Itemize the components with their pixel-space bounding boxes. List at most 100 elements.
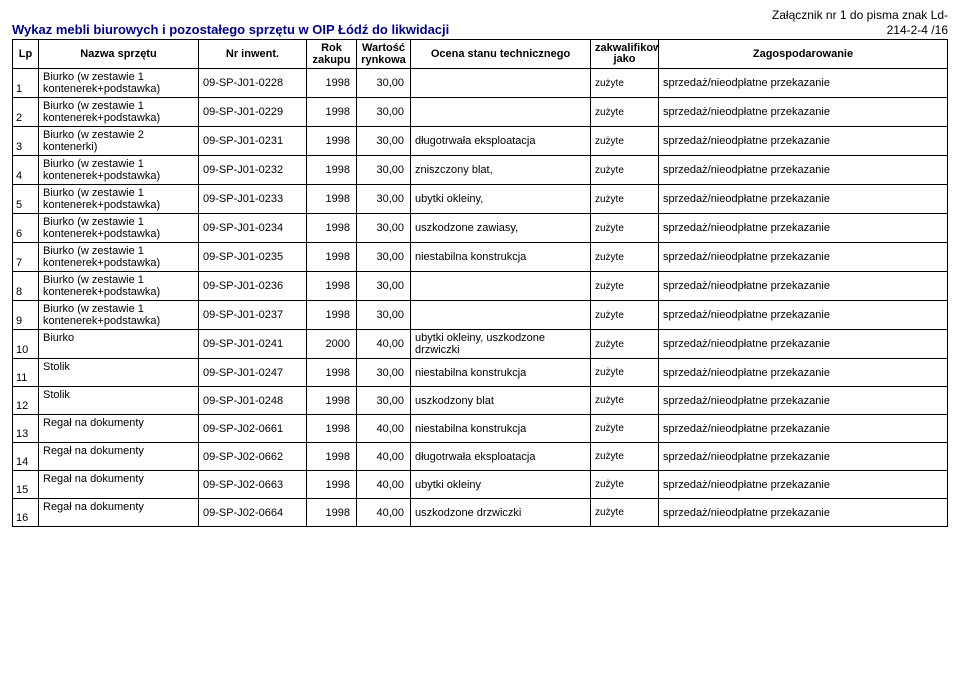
cell-lp: 2	[13, 98, 39, 127]
cell-state: niestabilna konstrukcja	[411, 243, 591, 272]
cell-qual: zużyte	[591, 387, 659, 415]
cell-name: Biurko (w zestawie 2 kontenerki)	[39, 127, 199, 156]
cell-state: ubytki okleiny	[411, 471, 591, 499]
cell-qual: zużyte	[591, 359, 659, 387]
cell-lp: 4	[13, 156, 39, 185]
table-row: 10Biurko09-SP-J01-0241200040,00ubytki ok…	[13, 330, 948, 359]
cell-lp: 11	[13, 359, 39, 387]
cell-disp: sprzedaż/nieodpłatne przekazanie	[659, 387, 948, 415]
cell-state: uszkodzone zawiasy,	[411, 214, 591, 243]
cell-state: niestabilna konstrukcja	[411, 359, 591, 387]
cell-val: 30,00	[357, 387, 411, 415]
cell-name: Stolik	[39, 359, 199, 387]
cell-qual: zużyte	[591, 156, 659, 185]
cell-inv: 09-SP-J02-0663	[199, 471, 307, 499]
cell-inv: 09-SP-J01-0247	[199, 359, 307, 387]
cell-name: Biurko (w zestawie 1 kontenerek+podstawk…	[39, 185, 199, 214]
cell-state	[411, 69, 591, 98]
cell-state: długotrwała eksploatacja	[411, 127, 591, 156]
page-title: Wykaz mebli biurowych i pozostałego sprz…	[12, 22, 449, 37]
cell-qual: zużyte	[591, 415, 659, 443]
cell-qual: zużyte	[591, 69, 659, 98]
header-row: Wykaz mebli biurowych i pozostałego sprz…	[12, 22, 948, 37]
annex-label: Załącznik nr 1 do pisma znak Ld-	[12, 8, 948, 22]
cell-inv: 09-SP-J01-0236	[199, 272, 307, 301]
table-row: 8Biurko (w zestawie 1 kontenerek+podstaw…	[13, 272, 948, 301]
table-row: 4Biurko (w zestawie 1 kontenerek+podstaw…	[13, 156, 948, 185]
cell-val: 30,00	[357, 359, 411, 387]
cell-lp: 1	[13, 69, 39, 98]
table-header-row: Lp Nazwa sprzętu Nr inwent. Rok zakupu W…	[13, 40, 948, 69]
cell-disp: sprzedaż/nieodpłatne przekazanie	[659, 156, 948, 185]
cell-qual: zużyte	[591, 443, 659, 471]
cell-lp: 5	[13, 185, 39, 214]
cell-inv: 09-SP-J01-0241	[199, 330, 307, 359]
table-row: 11Stolik09-SP-J01-0247199830,00niestabil…	[13, 359, 948, 387]
cell-year: 2000	[307, 330, 357, 359]
cell-lp: 10	[13, 330, 39, 359]
cell-name: Biurko (w zestawie 1 kontenerek+podstawk…	[39, 301, 199, 330]
table-row: 1Biurko (w zestawie 1 kontenerek+podstaw…	[13, 69, 948, 98]
cell-qual: zużyte	[591, 243, 659, 272]
cell-disp: sprzedaż/nieodpłatne przekazanie	[659, 443, 948, 471]
annex-line1: Załącznik nr 1 do pisma znak Ld-	[772, 8, 948, 22]
cell-state: długotrwała eksploatacja	[411, 443, 591, 471]
cell-lp: 12	[13, 387, 39, 415]
cell-year: 1998	[307, 301, 357, 330]
cell-qual: zużyte	[591, 98, 659, 127]
cell-lp: 14	[13, 443, 39, 471]
cell-name: Regał na dokumenty	[39, 415, 199, 443]
cell-val: 40,00	[357, 471, 411, 499]
cell-year: 1998	[307, 69, 357, 98]
cell-qual: zużyte	[591, 301, 659, 330]
cell-val: 40,00	[357, 330, 411, 359]
cell-lp: 16	[13, 499, 39, 527]
cell-qual: zużyte	[591, 185, 659, 214]
cell-val: 30,00	[357, 127, 411, 156]
cell-val: 40,00	[357, 415, 411, 443]
cell-name: Regał na dokumenty	[39, 471, 199, 499]
cell-state: niestabilna konstrukcja	[411, 415, 591, 443]
cell-name: Biurko (w zestawie 1 kontenerek+podstawk…	[39, 156, 199, 185]
cell-name: Biurko (w zestawie 1 kontenerek+podstawk…	[39, 243, 199, 272]
th-lp: Lp	[13, 40, 39, 69]
cell-qual: zużyte	[591, 471, 659, 499]
cell-state: uszkodzone drzwiczki	[411, 499, 591, 527]
cell-inv: 09-SP-J01-0237	[199, 301, 307, 330]
cell-disp: sprzedaż/nieodpłatne przekazanie	[659, 499, 948, 527]
cell-disp: sprzedaż/nieodpłatne przekazanie	[659, 127, 948, 156]
cell-year: 1998	[307, 185, 357, 214]
cell-inv: 09-SP-J01-0233	[199, 185, 307, 214]
cell-name: Biurko (w zestawie 1 kontenerek+podstawk…	[39, 272, 199, 301]
cell-year: 1998	[307, 98, 357, 127]
cell-inv: 09-SP-J01-0232	[199, 156, 307, 185]
cell-disp: sprzedaż/nieodpłatne przekazanie	[659, 185, 948, 214]
cell-name: Regał na dokumenty	[39, 499, 199, 527]
table-row: 2Biurko (w zestawie 1 kontenerek+podstaw…	[13, 98, 948, 127]
th-name: Nazwa sprzętu	[39, 40, 199, 69]
th-state: Ocena stanu technicznego	[411, 40, 591, 69]
cell-year: 1998	[307, 272, 357, 301]
cell-year: 1998	[307, 387, 357, 415]
cell-name: Regał na dokumenty	[39, 443, 199, 471]
table-row: 16Regał na dokumenty09-SP-J02-0664199840…	[13, 499, 948, 527]
cell-state	[411, 272, 591, 301]
table-row: 15Regał na dokumenty09-SP-J02-0663199840…	[13, 471, 948, 499]
cell-name: Biurko (w zestawie 1 kontenerek+podstawk…	[39, 214, 199, 243]
cell-year: 1998	[307, 359, 357, 387]
cell-lp: 9	[13, 301, 39, 330]
th-year: Rok zakupu	[307, 40, 357, 69]
th-qual: zakwalifikowano jako	[591, 40, 659, 69]
cell-lp: 7	[13, 243, 39, 272]
cell-inv: 09-SP-J01-0234	[199, 214, 307, 243]
cell-lp: 3	[13, 127, 39, 156]
cell-lp: 8	[13, 272, 39, 301]
cell-inv: 09-SP-J01-0235	[199, 243, 307, 272]
cell-state: ubytki okleiny,	[411, 185, 591, 214]
cell-inv: 09-SP-J02-0662	[199, 443, 307, 471]
table-row: 7Biurko (w zestawie 1 kontenerek+podstaw…	[13, 243, 948, 272]
cell-lp: 13	[13, 415, 39, 443]
cell-name: Biurko (w zestawie 1 kontenerek+podstawk…	[39, 98, 199, 127]
table-row: 9Biurko (w zestawie 1 kontenerek+podstaw…	[13, 301, 948, 330]
cell-val: 30,00	[357, 69, 411, 98]
